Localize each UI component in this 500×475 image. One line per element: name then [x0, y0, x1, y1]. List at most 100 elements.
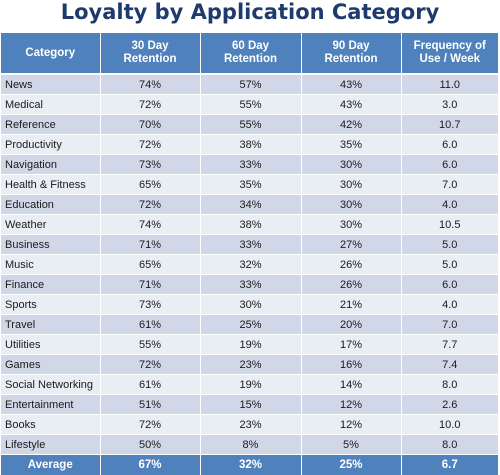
value-cell: 5.0 [401, 255, 498, 275]
value-cell: 7.0 [401, 175, 498, 195]
category-cell: Weather [1, 215, 100, 235]
value-cell: 72% [100, 415, 200, 435]
value-cell: 23% [200, 415, 301, 435]
value-cell: 72% [100, 95, 200, 115]
category-cell: Reference [1, 115, 100, 135]
value-cell: 38% [200, 215, 301, 235]
value-cell: 19% [200, 375, 301, 395]
value-cell: 10.0 [401, 415, 498, 435]
column-header: 30 Day Retention [100, 33, 200, 74]
category-cell: Lifestyle [1, 435, 100, 455]
column-header: 60 Day Retention [200, 33, 301, 74]
value-cell: 55% [200, 115, 301, 135]
column-header: 90 Day Retention [301, 33, 401, 74]
value-cell: 61% [100, 375, 200, 395]
value-cell: 17% [301, 335, 401, 355]
value-cell: 16% [301, 355, 401, 375]
value-cell: 12% [301, 415, 401, 435]
value-cell: 6.0 [401, 155, 498, 175]
value-cell: 43% [301, 74, 401, 95]
value-cell: 70% [100, 115, 200, 135]
value-cell: 8% [200, 435, 301, 455]
value-cell: 10.5 [401, 215, 498, 235]
value-cell: 12% [301, 395, 401, 415]
value-cell: 30% [200, 295, 301, 315]
category-cell: Entertainment [1, 395, 100, 415]
value-cell: 5.0 [401, 235, 498, 255]
value-cell: 74% [100, 215, 200, 235]
category-cell: Productivity [1, 135, 100, 155]
value-cell: 33% [200, 235, 301, 255]
value-cell: 71% [100, 275, 200, 295]
value-cell: 38% [200, 135, 301, 155]
value-cell: 33% [200, 155, 301, 175]
category-cell: Business [1, 235, 100, 255]
value-cell: 30% [301, 155, 401, 175]
value-cell: 35% [200, 175, 301, 195]
value-cell: 10.7 [401, 115, 498, 135]
category-cell: Social Networking [1, 375, 100, 395]
value-cell: 23% [200, 355, 301, 375]
value-cell: 3.0 [401, 95, 498, 115]
average-value: 67% [100, 455, 200, 475]
average-value: 6.7 [401, 455, 498, 475]
category-cell: Sports [1, 295, 100, 315]
category-cell: News [1, 74, 100, 95]
value-cell: 25% [200, 315, 301, 335]
value-cell: 14% [301, 375, 401, 395]
value-cell: 57% [200, 74, 301, 95]
value-cell: 42% [301, 115, 401, 135]
value-cell: 20% [301, 315, 401, 335]
value-cell: 35% [301, 135, 401, 155]
value-cell: 7.0 [401, 315, 498, 335]
value-cell: 72% [100, 355, 200, 375]
value-cell: 73% [100, 155, 200, 175]
value-cell: 33% [200, 275, 301, 295]
category-cell: Navigation [1, 155, 100, 175]
value-cell: 2.6 [401, 395, 498, 415]
value-cell: 30% [301, 195, 401, 215]
value-cell: 7.7 [401, 335, 498, 355]
value-cell: 55% [200, 95, 301, 115]
value-cell: 34% [200, 195, 301, 215]
value-cell: 72% [100, 195, 200, 215]
value-cell: 32% [200, 255, 301, 275]
value-cell: 55% [100, 335, 200, 355]
value-cell: 21% [301, 295, 401, 315]
column-header: Frequency of Use / Week [401, 33, 498, 74]
value-cell: 4.0 [401, 295, 498, 315]
value-cell: 26% [301, 275, 401, 295]
value-cell: 30% [301, 175, 401, 195]
category-cell: Music [1, 255, 100, 275]
value-cell: 19% [200, 335, 301, 355]
value-cell: 15% [200, 395, 301, 415]
category-cell: Health & Fitness [1, 175, 100, 195]
value-cell: 74% [100, 74, 200, 95]
chart-title: Loyalty by Application Category [0, 0, 500, 30]
value-cell: 6.0 [401, 135, 498, 155]
category-cell: Medical [1, 95, 100, 115]
value-cell: 71% [100, 235, 200, 255]
value-cell: 6.0 [401, 275, 498, 295]
